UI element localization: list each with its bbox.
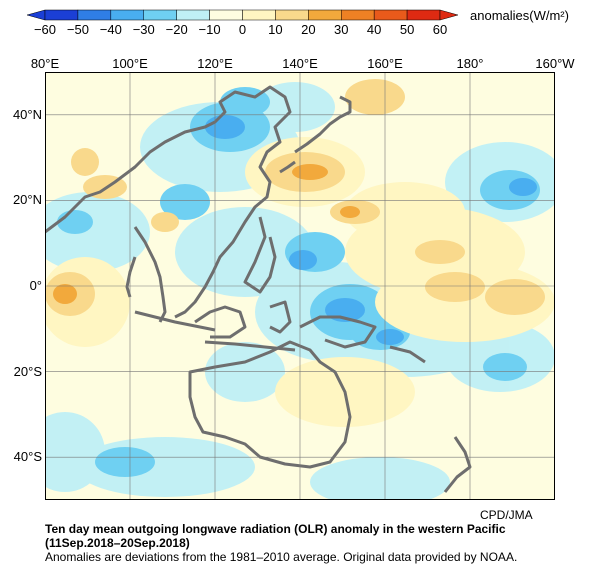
latitude-label: 20°N	[12, 192, 42, 208]
map-frame	[45, 72, 555, 500]
colorbar-tick-label: 10	[268, 22, 283, 37]
longitude-label: 80°E	[30, 56, 60, 71]
colorbar-swatch	[406, 9, 441, 21]
latitude-label: 40°S	[13, 449, 42, 465]
colorbar-tick-label: −20	[165, 22, 188, 37]
philippines-coastline	[243, 216, 277, 294]
colorbar-high-arrow	[439, 9, 459, 21]
colorbar-tick-label: −50	[66, 22, 89, 37]
figure-period: (11Sep.2018–20Sep.2018)	[45, 536, 190, 550]
japan-coastline	[294, 95, 352, 154]
australia-coastline	[188, 340, 352, 469]
colorbar-tick-label: −60	[33, 22, 57, 37]
colorbar-swatch	[44, 9, 79, 21]
colorbar-tick-label: 50	[399, 22, 415, 37]
latitude-label: 20°S	[13, 363, 42, 379]
longitude-labels: 80°E 100°E 120°E 140°E 160°E 180° 160°W	[0, 54, 600, 72]
longitude-label: 140°E	[282, 56, 318, 71]
colorbar-tick-label: −10	[198, 22, 221, 37]
latitude-label: 0°	[29, 278, 42, 293]
borneo-coastline	[194, 305, 247, 339]
colorbar-swatch	[341, 9, 375, 21]
colorbar-swatch	[176, 9, 210, 21]
colorbar-swatch	[373, 9, 408, 21]
sulawesi-coastline	[269, 300, 292, 334]
new-guinea-coastline	[299, 315, 377, 349]
indochina-coastline	[133, 226, 167, 323]
olr-anomaly-map	[44, 72, 556, 500]
colorbar-swatch	[209, 9, 243, 21]
latitude-label: 40°N	[12, 106, 42, 122]
colorbar-tick-label: 20	[301, 22, 316, 37]
colorbar-swatch	[143, 9, 177, 21]
colorbar: anomalies(W/m²) −60 −50 −40 −30 −20 −10 0 10 20 3…	[0, 0, 600, 42]
colorbar-swatch	[77, 9, 112, 21]
colorbar-tick-label: −30	[132, 22, 155, 37]
colorbar-tick-label: 60	[432, 22, 448, 37]
longitude-label: 120°E	[197, 56, 233, 71]
colorbar-swatch	[110, 9, 145, 21]
longitude-label: 100°E	[112, 56, 148, 71]
coastlines	[45, 85, 472, 493]
pacific-islands-coastline	[389, 345, 426, 364]
bay-of-bengal-coastline	[125, 256, 137, 298]
longitude-label: 180°	[456, 56, 484, 71]
colorbar-swatch	[308, 9, 342, 21]
longitude-label: 160°E	[367, 56, 403, 71]
colorbar-tick-label: −40	[99, 22, 122, 37]
figure-title: Ten day mean outgoing longwave radiation…	[45, 522, 506, 536]
credit: CPD/JMA	[480, 508, 533, 522]
figure-note: Anomalies are deviations from the 1981–2…	[45, 550, 518, 564]
longitude-label: 160°W	[535, 56, 575, 71]
map-svg	[44, 72, 556, 500]
colorbar-tick-label: 30	[334, 22, 349, 37]
colorbar-units: anomalies(W/m²)	[470, 8, 569, 23]
colorbar-tick-label: 0	[238, 22, 247, 37]
colorbar-tick-label: 40	[366, 22, 382, 37]
colorbar-swatch	[242, 9, 276, 21]
asia-coastline	[45, 85, 292, 319]
sumatra-coastline	[134, 310, 216, 332]
korea-coastline	[279, 160, 296, 174]
colorbar-low-arrow	[26, 9, 46, 21]
colorbar-swatch	[275, 9, 309, 21]
colorbar-svg	[26, 9, 459, 21]
